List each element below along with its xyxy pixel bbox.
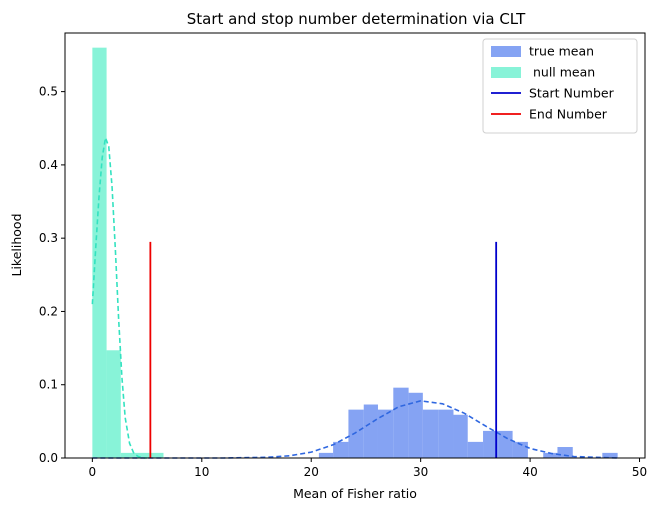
hist-bar-true-mean-2 bbox=[348, 409, 364, 458]
hist-bar-null-mean-0 bbox=[92, 47, 107, 458]
hist-bar-true-mean-4 bbox=[377, 409, 394, 458]
legend-swatch-null-mean bbox=[491, 67, 521, 78]
x-axis-label: Mean of Fisher ratio bbox=[293, 486, 417, 501]
legend-label-end-number: End Number bbox=[529, 107, 608, 122]
x-tick-label: 50 bbox=[632, 465, 647, 479]
legend-box bbox=[482, 38, 638, 134]
legend-label-true-mean: true mean bbox=[529, 44, 594, 59]
legend-swatch-true-mean bbox=[491, 46, 521, 57]
hist-bar-true-mean-6 bbox=[408, 392, 423, 458]
legend-label-null-mean: null mean bbox=[529, 65, 595, 80]
hist-bar-true-mean-1 bbox=[333, 441, 349, 458]
plot-area bbox=[91, 47, 618, 459]
hist-bar-true-mean-7 bbox=[422, 409, 439, 458]
x-tick-label: 10 bbox=[194, 465, 209, 479]
x-tick-label: 20 bbox=[304, 465, 319, 479]
hist-bar-true-mean-19 bbox=[602, 452, 618, 458]
hist-bar-true-mean-8 bbox=[438, 409, 454, 458]
y-axis-label: Likelihood bbox=[9, 213, 24, 276]
x-tick-label: 0 bbox=[89, 465, 97, 479]
y-tick-label: 0.2 bbox=[39, 304, 58, 318]
legend: true mean null mean Start Number End Numbe… bbox=[482, 38, 638, 134]
y-tick-label: 0.3 bbox=[39, 231, 58, 245]
hist-bar-true-mean-16 bbox=[557, 447, 573, 458]
hist-bar-true-mean-13 bbox=[512, 441, 528, 458]
y-tick-label: 0.5 bbox=[39, 85, 58, 99]
hist-bar-true-mean-3 bbox=[363, 404, 378, 458]
y-tick-label: 0.0 bbox=[39, 451, 58, 465]
y-tick-label: 0.1 bbox=[39, 378, 58, 392]
hist-bar-true-mean-11 bbox=[483, 430, 499, 458]
x-tick-label: 40 bbox=[522, 465, 537, 479]
hist-bar-true-mean-9 bbox=[453, 414, 468, 458]
hist-bar-true-mean-15 bbox=[543, 452, 558, 458]
legend-label-start-number: Start Number bbox=[529, 86, 615, 101]
hist-bar-null-mean-1 bbox=[106, 350, 121, 458]
null-mean-fit-curve bbox=[91, 134, 148, 459]
hist-bar-true-mean-10 bbox=[467, 441, 484, 458]
hist-bar-true-mean-5 bbox=[393, 387, 409, 458]
axes-frame bbox=[64, 32, 646, 459]
y-axis: 0.0 0.1 0.2 0.3 0.4 0.5 bbox=[39, 85, 65, 465]
hist-bar-null-mean-2 bbox=[120, 452, 136, 458]
hist-bar-null-mean-4 bbox=[149, 452, 164, 458]
chart-title: Start and stop number determination via … bbox=[187, 10, 526, 28]
hist-bar-true-mean-0 bbox=[318, 452, 334, 458]
hist-bar-null-mean-3 bbox=[135, 452, 150, 458]
y-tick-label: 0.4 bbox=[39, 158, 58, 172]
hist-bar-true-mean-12 bbox=[498, 430, 513, 458]
x-axis: 0 10 20 30 40 50 bbox=[89, 458, 647, 479]
x-tick-label: 30 bbox=[413, 465, 428, 479]
